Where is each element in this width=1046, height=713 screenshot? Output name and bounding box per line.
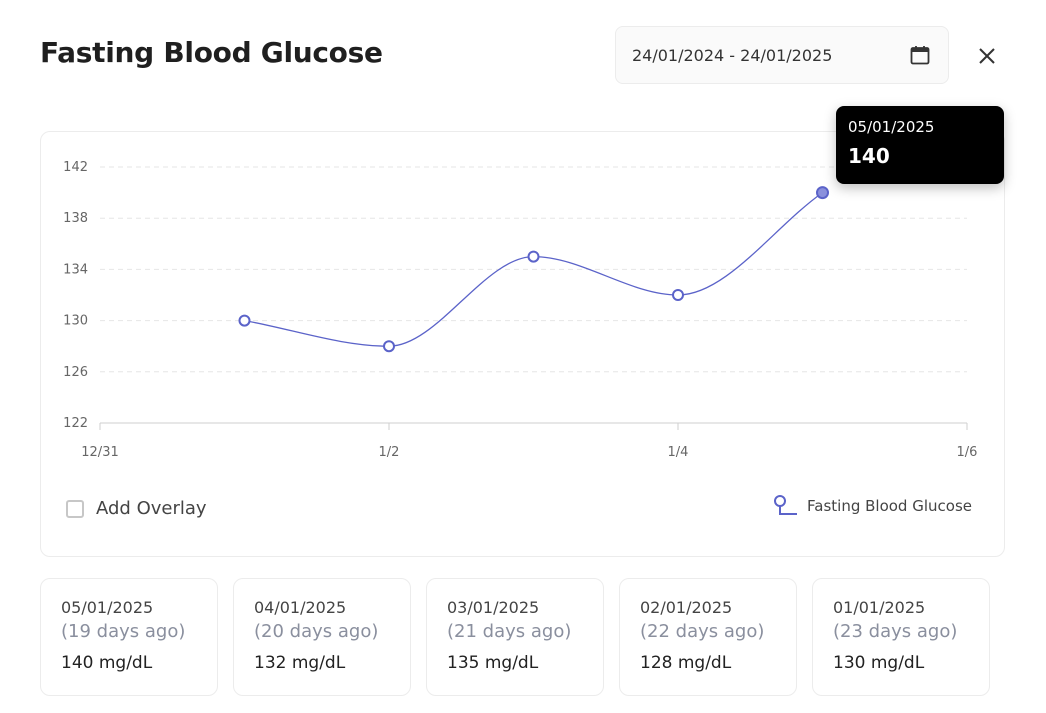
x-tick-label: 12/31: [81, 445, 118, 460]
tooltip-value: 140: [848, 144, 890, 168]
glucose-line-chart: 122 126 130 134 138 142 12/31 1/2 1/4 1/6: [63, 160, 978, 460]
y-tick-label: 134: [63, 262, 88, 277]
calendar-icon[interactable]: [908, 43, 932, 67]
reading-value: 132 mg/dL: [254, 653, 346, 673]
x-tick-label: 1/2: [379, 445, 400, 460]
y-tick-label: 126: [63, 365, 88, 380]
close-icon: [979, 48, 995, 64]
chart-legend[interactable]: Fasting Blood Glucose: [773, 494, 972, 518]
y-tick-label: 138: [63, 211, 88, 226]
data-point: [527, 250, 540, 263]
legend-label: Fasting Blood Glucose: [807, 497, 972, 515]
x-tick-label: 1/6: [957, 445, 978, 460]
reading-value: 128 mg/dL: [640, 653, 732, 673]
reading-value: 140 mg/dL: [61, 653, 153, 673]
y-tick-label: 130: [63, 314, 88, 329]
reading-card[interactable]: 02/01/2025 (22 days ago) 128 mg/dL: [619, 578, 797, 696]
chart-tooltip: 05/01/2025 140: [836, 106, 1004, 184]
data-point: [238, 314, 251, 327]
date-range-value: 24/01/2024 - 24/01/2025: [632, 45, 833, 65]
add-overlay-checkbox[interactable]: [66, 499, 84, 518]
reading-value: 135 mg/dL: [447, 653, 539, 673]
reading-date: 02/01/2025: [640, 598, 733, 617]
x-tick-label: 1/4: [668, 445, 689, 460]
reading-ago: (21 days ago): [447, 621, 572, 642]
add-overlay-label: Add Overlay: [96, 498, 207, 519]
reading-card[interactable]: 01/01/2025 (23 days ago) 130 mg/dL: [812, 578, 990, 696]
reading-ago: (22 days ago): [640, 621, 765, 642]
tooltip-date: 05/01/2025: [848, 118, 935, 136]
date-range-picker[interactable]: 24/01/2024 - 24/01/2025: [615, 26, 949, 84]
y-tick-label: 122: [63, 416, 88, 431]
reading-card[interactable]: 03/01/2025 (21 days ago) 135 mg/dL: [426, 578, 604, 696]
reading-date: 04/01/2025: [254, 598, 347, 617]
legend-series-icon: [773, 494, 799, 518]
reading-date: 05/01/2025: [61, 598, 154, 617]
reading-ago: (19 days ago): [61, 621, 186, 642]
chart-card: 122 126 130 134 138 142 12/31 1/2 1/4 1/6 Add Ove…: [40, 131, 1005, 557]
reading-card[interactable]: 04/01/2025 (20 days ago) 132 mg/dL: [233, 578, 411, 696]
reading-ago: (20 days ago): [254, 621, 379, 642]
y-tick-label: 142: [63, 160, 88, 175]
data-point-active: [816, 186, 829, 200]
reading-value: 130 mg/dL: [833, 653, 925, 673]
add-overlay-toggle[interactable]: Add Overlay: [66, 498, 207, 519]
readings-list: 05/01/2025 (19 days ago) 140 mg/dL 04/01…: [40, 578, 990, 696]
data-point: [383, 340, 395, 353]
close-button[interactable]: [973, 42, 1001, 70]
page-title: Fasting Blood Glucose: [40, 36, 383, 69]
data-point: [672, 289, 684, 301]
reading-date: 01/01/2025: [833, 598, 926, 617]
reading-ago: (23 days ago): [833, 621, 958, 642]
reading-card[interactable]: 05/01/2025 (19 days ago) 140 mg/dL: [40, 578, 218, 696]
reading-date: 03/01/2025: [447, 598, 540, 617]
